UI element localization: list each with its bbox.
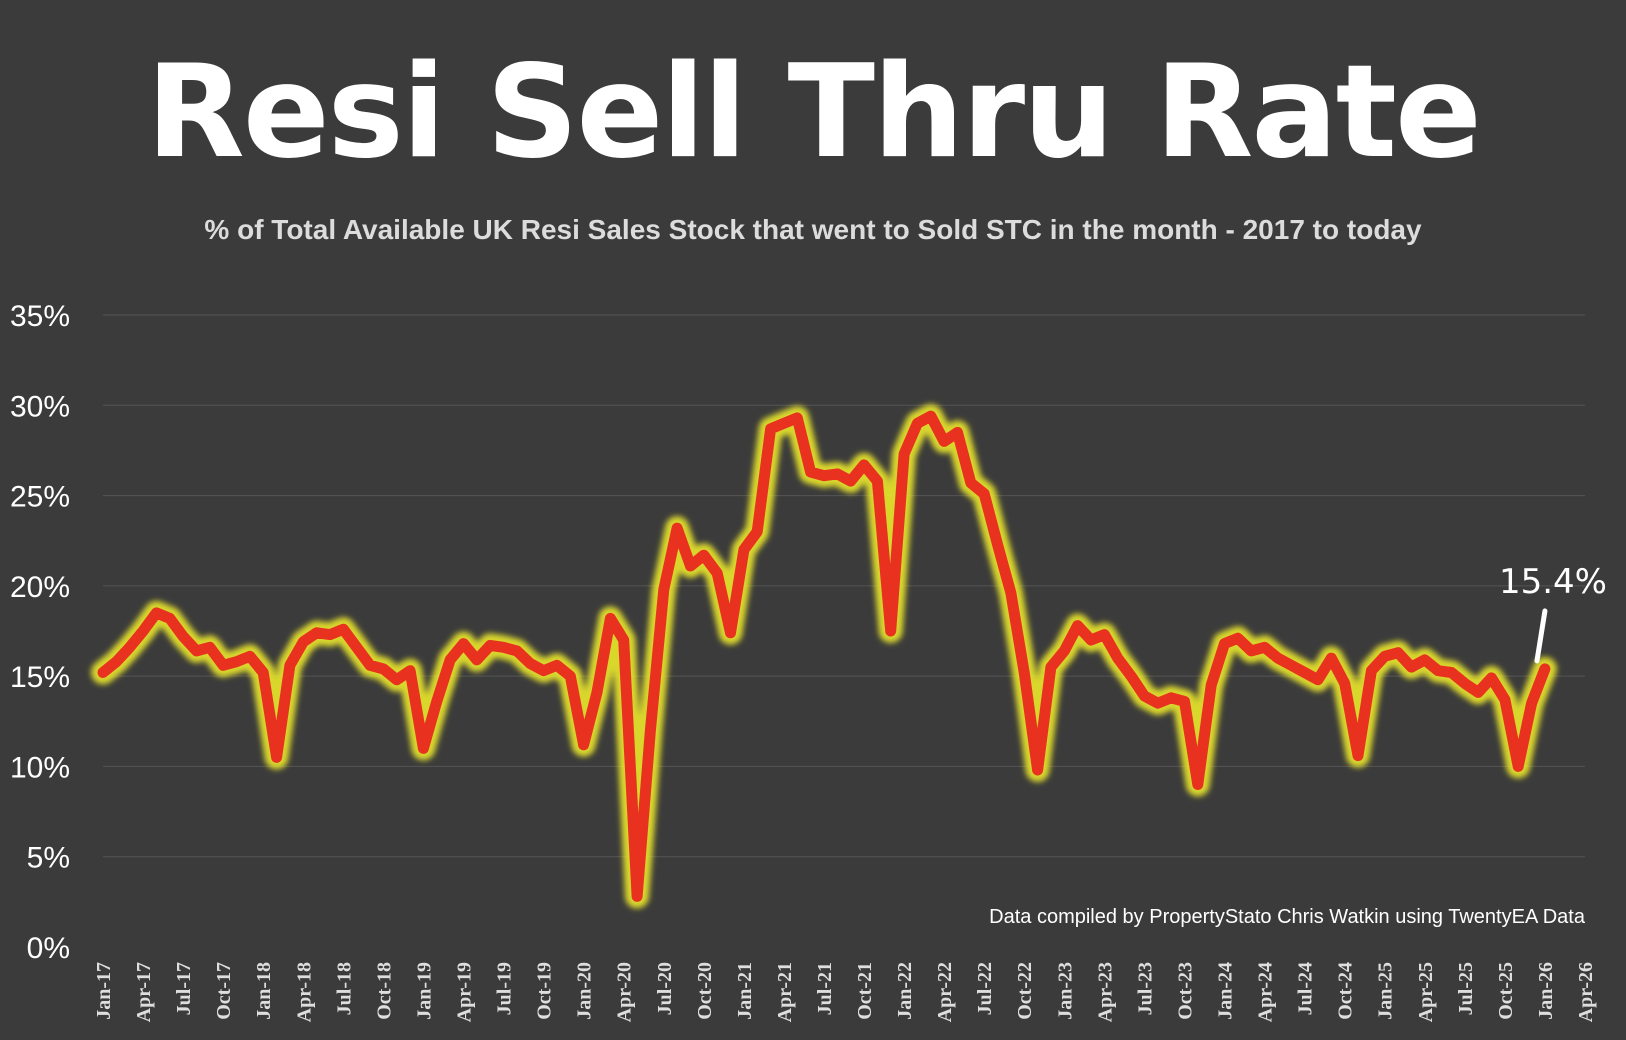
latest-value-callout: 15.4% [1499,562,1607,602]
x-tick-label: Jan-26 [1535,962,1557,1020]
x-tick-label: Jul-21 [814,962,836,1015]
y-tick-label: 20% [10,571,70,604]
x-tick-label: Apr-21 [774,962,796,1022]
x-tick-label: Jul-23 [1134,962,1156,1015]
x-tick-label: Jan-23 [1054,962,1076,1020]
y-tick-label: 35% [10,300,70,333]
y-tick-label: 10% [10,751,70,784]
y-tick-label: 5% [27,842,70,875]
x-tick-label: Oct-22 [1014,962,1036,1020]
x-tick-label: Jan-22 [894,962,916,1020]
x-tick-label: Jul-25 [1455,962,1477,1015]
chart-title: Resi Sell Thru Rate [146,38,1482,187]
y-axis-labels: 0% 5% 10% 15% 20% 25% 30% 35% [10,300,70,965]
x-tick-label: Oct-17 [213,962,235,1020]
data-credit: Data compiled by PropertyStato Chris Wat… [989,906,1586,928]
x-tick-label: Oct-24 [1335,962,1357,1020]
x-tick-label: Apr-23 [1094,962,1116,1022]
x-tick-label: Jul-17 [173,962,195,1015]
x-tick-label: Apr-26 [1575,962,1597,1022]
x-tick-label: Jul-19 [494,962,516,1015]
x-axis-labels: Jan-17 Apr-17 Jul-17 Oct-17 Jan-18 Apr-18 Jul-… [93,962,1597,1022]
annotations: 15.4% Data compiled by PropertyStato Chr… [989,562,1607,928]
y-tick-label: 30% [10,390,70,423]
x-tick-label: Jul-18 [333,962,355,1015]
x-tick-label: Apr-17 [133,962,155,1022]
series-lines [91,404,1557,909]
x-tick-label: Jan-17 [93,962,115,1020]
y-tick-label: 25% [10,481,70,514]
x-tick-label: Jan-21 [734,962,756,1020]
x-tick-label: Jul-22 [974,962,996,1015]
y-tick-label: 15% [10,661,70,694]
chart-subtitle: % of Total Available UK Resi Sales Stock… [204,214,1422,245]
x-tick-label: Jan-25 [1375,962,1397,1020]
x-tick-label: Oct-18 [373,962,395,1020]
x-tick-label: Jan-24 [1215,962,1237,1020]
x-tick-label: Jan-18 [253,962,275,1020]
x-tick-label: Apr-24 [1255,962,1277,1022]
x-tick-label: Jan-19 [413,962,435,1020]
gridlines [103,314,1585,858]
x-tick-label: Apr-25 [1415,962,1437,1022]
x-tick-label: Apr-19 [453,962,475,1022]
x-tick-label: Oct-19 [534,962,556,1020]
x-tick-label: Jul-20 [654,962,676,1015]
x-tick-label: Apr-20 [614,962,636,1022]
callout-leader-line [1534,608,1548,664]
x-tick-label: Oct-25 [1495,962,1517,1020]
x-tick-label: Apr-22 [934,962,956,1022]
x-tick-label: Oct-20 [694,962,716,1020]
y-tick-label: 0% [27,932,70,965]
x-tick-label: Jan-20 [574,962,596,1020]
x-tick-label: Apr-18 [293,962,315,1022]
x-tick-label: Oct-21 [854,962,876,1020]
x-tick-label: Jul-24 [1295,962,1317,1015]
x-tick-label: Oct-23 [1174,962,1196,1020]
series-line [97,410,1551,902]
